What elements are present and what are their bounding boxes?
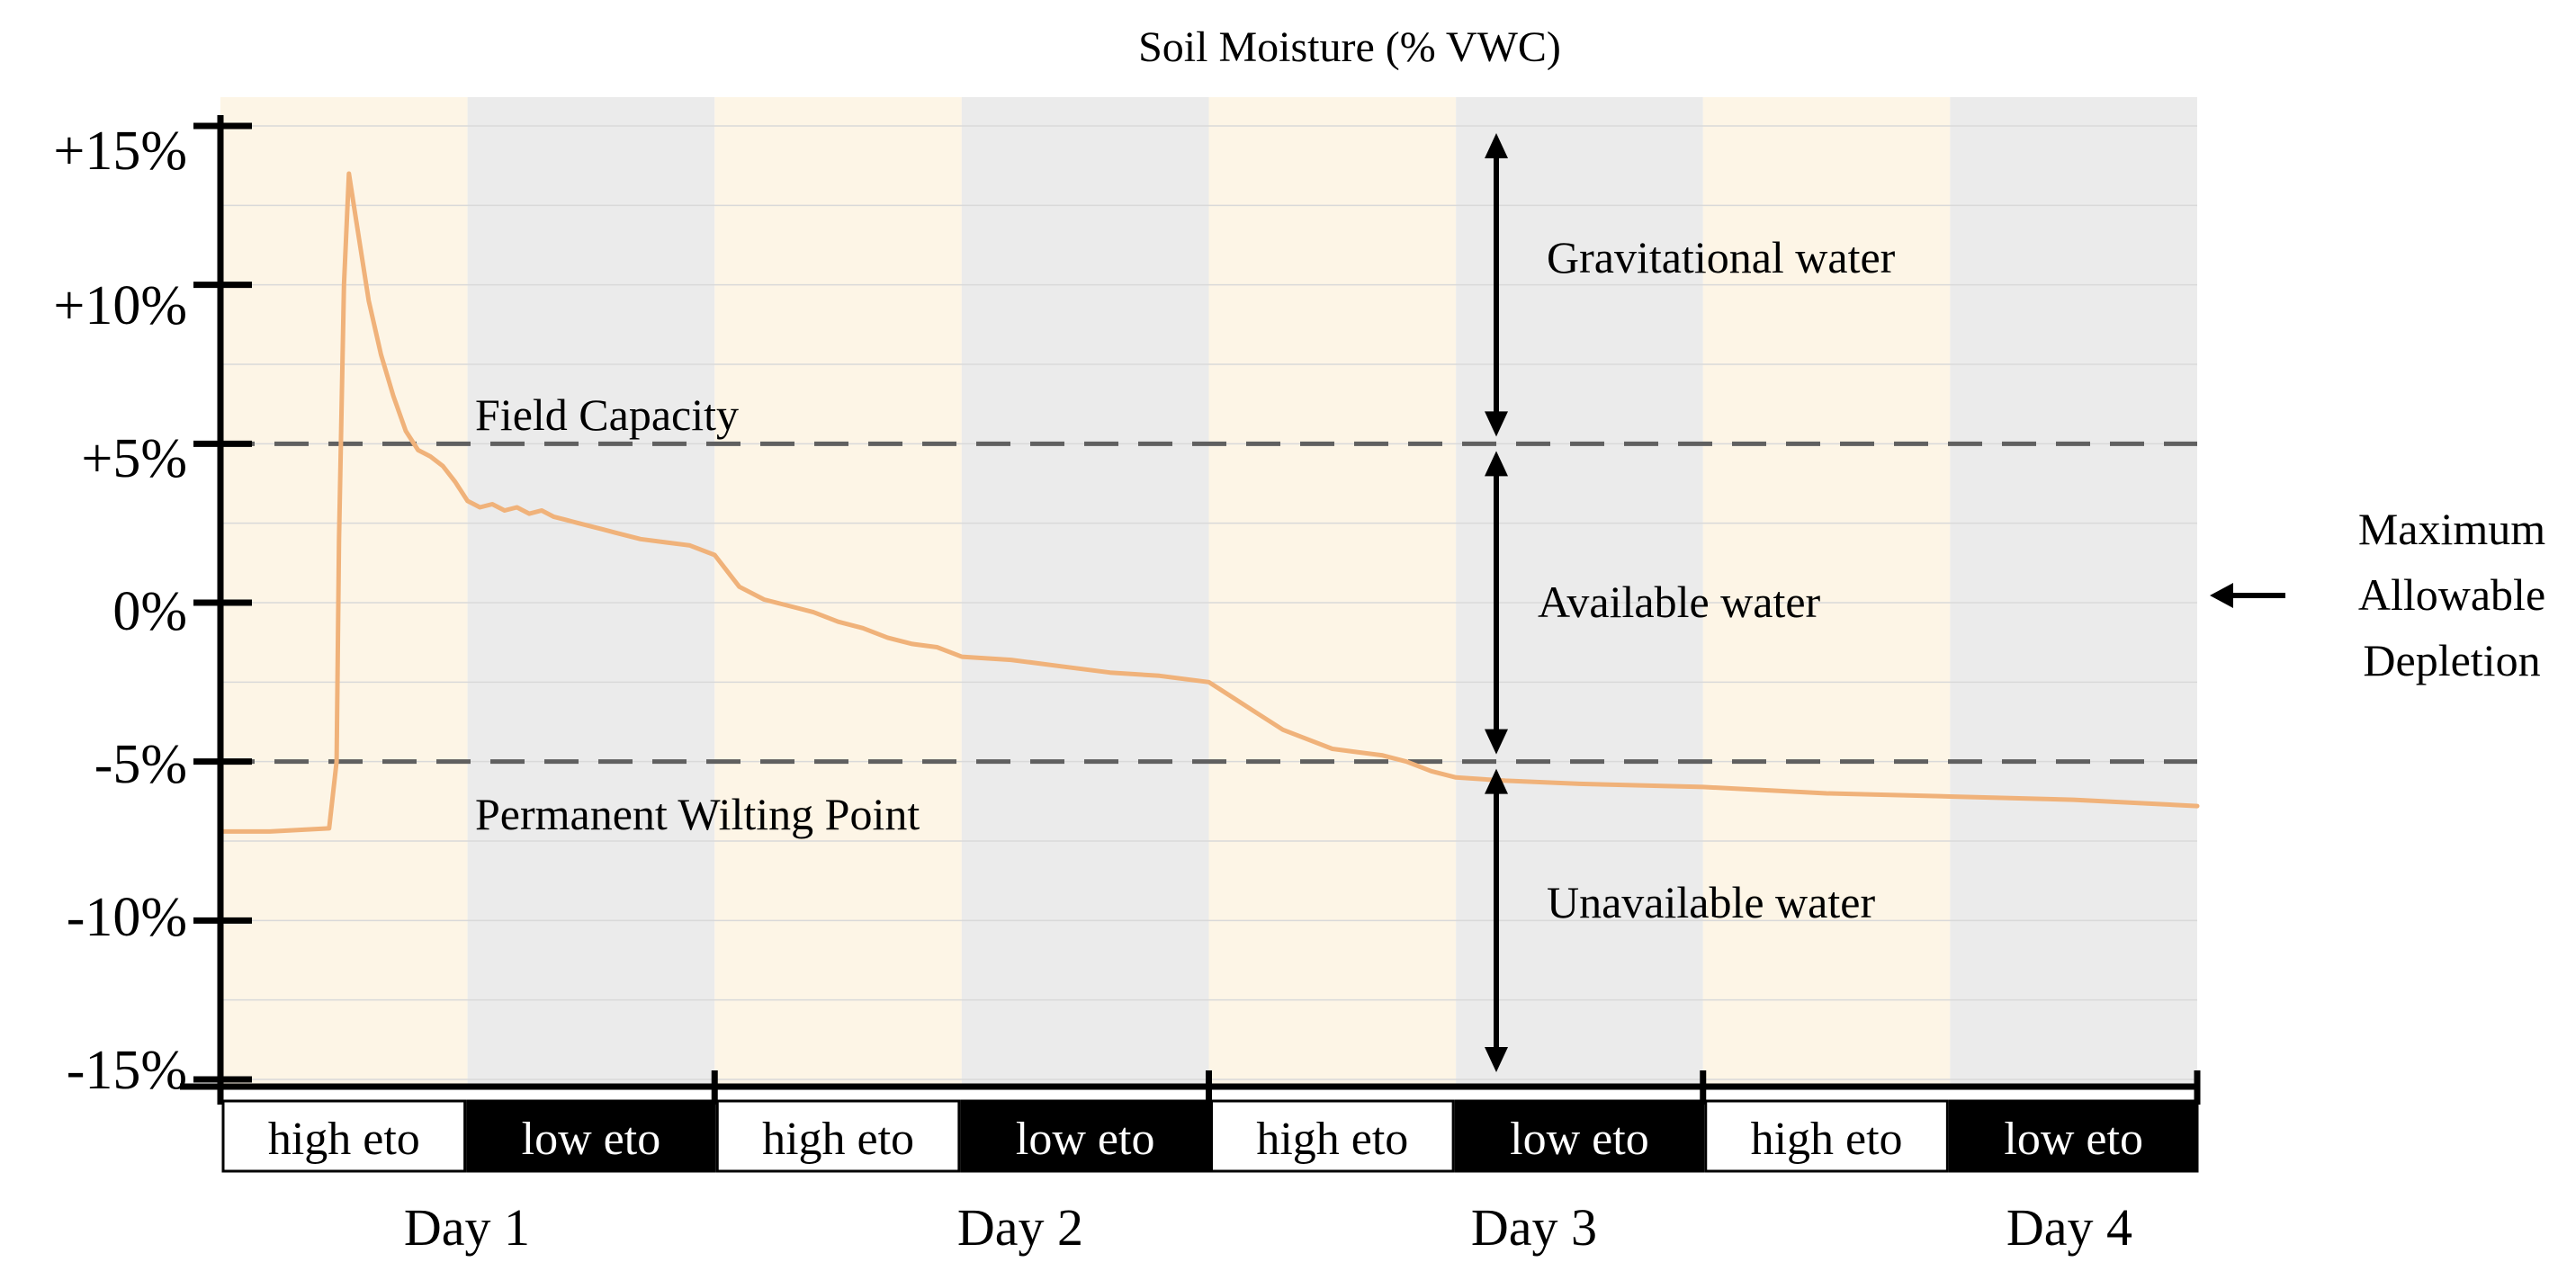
phase-box-high: high eto [221, 1099, 467, 1173]
chart-title: Soil Moisture (% VWC) [1138, 23, 1561, 71]
phase-label: low eto [1016, 1114, 1155, 1165]
day-label: Day 3 [1471, 1198, 1597, 1257]
phase-box-high: high eto [715, 1099, 961, 1173]
y-tick-label: +15% [53, 121, 187, 182]
phase-band-low [1950, 97, 2197, 1087]
phase-band-high [714, 97, 962, 1087]
unavailable-water-label: Unavailable water [1547, 877, 1875, 927]
y-tick-label: +10% [53, 275, 187, 336]
phase-band-high [1208, 97, 1457, 1087]
wilting-point-label: Permanent Wilting Point [475, 789, 920, 839]
phase-box-bg [221, 1099, 467, 1173]
phase-label: low eto [2004, 1114, 2143, 1165]
series-line-soil-moisture [218, 171, 2200, 834]
phase-box-low: low eto [1454, 1099, 1705, 1173]
mad-label-line: Depletion [2363, 635, 2540, 685]
phase-box-high: high eto [1704, 1099, 1949, 1173]
phase-box-bg [1704, 1099, 1949, 1173]
y-tick-label: 0% [112, 581, 187, 642]
phase-band-low [467, 97, 715, 1087]
phase-bar: high eto low eto high eto low eto high eto lo… [221, 1099, 2199, 1173]
field-capacity-label: Field Capacity [475, 389, 739, 440]
unavailable-water-arrow [1485, 768, 1508, 1072]
phase-box-bg [960, 1099, 1210, 1173]
y-tick-label: +5% [81, 428, 187, 489]
phase-box-high: high eto [1210, 1099, 1455, 1173]
phase-band-high [1702, 97, 1951, 1087]
available-water-arrow [1485, 451, 1508, 755]
mad-label-line: Maximum [2358, 504, 2545, 554]
gravitational-water-label: Gravitational water [1547, 232, 1896, 282]
arrow-head-down [1485, 729, 1508, 755]
mad-arrow-head [2210, 583, 2233, 608]
phase-band-low [961, 97, 1209, 1087]
phase-label: high eto [1751, 1114, 1903, 1165]
available-water-label: Available water [1538, 577, 1821, 627]
reference-lines [220, 441, 2197, 765]
day-labels: Day 1 Day 2 Day 3 Day 4 [404, 1198, 2132, 1257]
arrow-head-up [1485, 133, 1508, 158]
mad-label-line: Allowable [2358, 569, 2545, 620]
arrow-head-down [1485, 1047, 1508, 1072]
series-layer [218, 171, 2200, 834]
arrow-head-down [1485, 411, 1508, 437]
arrow-head-up [1485, 451, 1508, 477]
y-tick-label: -5% [94, 734, 187, 795]
phase-box-bg [466, 1099, 716, 1173]
phase-box-bg [715, 1099, 961, 1173]
arrow-head-up [1485, 768, 1508, 794]
gravitational-water-arrow [1485, 133, 1508, 437]
day-label: Day 1 [404, 1198, 530, 1257]
phase-box-low: low eto [960, 1099, 1210, 1173]
phase-backgrounds [220, 97, 2197, 1087]
phase-box-low: low eto [1948, 1099, 2199, 1173]
phase-box-bg [1948, 1099, 2199, 1173]
zone-arrows [1485, 133, 1508, 1072]
day-label: Day 2 [957, 1198, 1083, 1257]
phase-box-low: low eto [466, 1099, 716, 1173]
phase-label: low eto [522, 1114, 661, 1165]
y-tick-label: -15% [67, 1040, 187, 1101]
phase-box-bg [1210, 1099, 1455, 1173]
axes [180, 115, 2201, 1105]
max-allowable-depletion: Maximum Allowable Depletion [2210, 504, 2545, 685]
day-label: Day 4 [2006, 1198, 2132, 1257]
phase-label: high eto [1256, 1114, 1408, 1165]
phase-label: high eto [762, 1114, 914, 1165]
y-tick-labels: +15% +10% +5% 0% -5% -10% -15% [53, 121, 187, 1101]
phase-box-bg [1454, 1099, 1705, 1173]
y-tick-label: -10% [67, 887, 187, 948]
phase-label: low eto [1510, 1114, 1649, 1165]
phase-label: high eto [268, 1114, 420, 1165]
